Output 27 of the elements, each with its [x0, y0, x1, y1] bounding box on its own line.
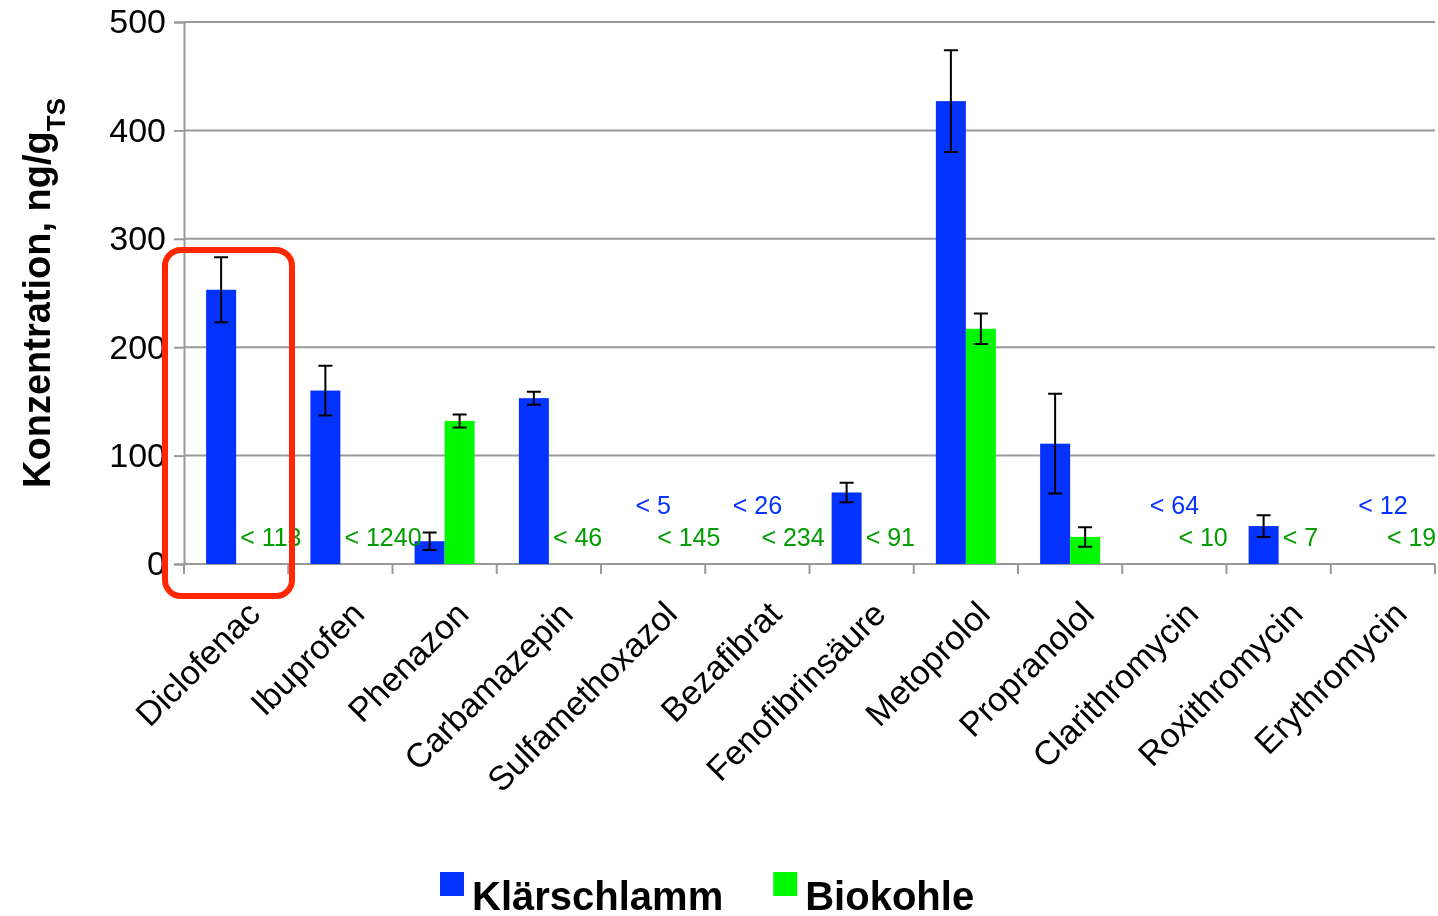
- text: < 145: [657, 523, 721, 551]
- legend-label: Biokohle: [805, 874, 975, 916]
- legend-label: Klärschlamm: [472, 874, 724, 916]
- bar: [1248, 526, 1279, 564]
- text: < 10: [1178, 523, 1228, 551]
- text: < 1240: [344, 523, 422, 551]
- text: < 12: [1358, 491, 1408, 519]
- y-tick-label: 400: [109, 110, 166, 149]
- text: < 91: [865, 523, 915, 551]
- bar: [965, 328, 996, 564]
- bar: [1070, 536, 1101, 564]
- text: < 46: [552, 523, 603, 551]
- bar: [1040, 443, 1071, 564]
- bar: [831, 492, 862, 564]
- y-tick-label: 300: [109, 219, 166, 258]
- text: < 26: [732, 491, 783, 519]
- text: < 64: [1149, 491, 1200, 519]
- bar: [444, 420, 475, 564]
- text: < 19: [1386, 523, 1437, 551]
- y-tick-label: 500: [109, 2, 166, 41]
- text: < 5: [635, 491, 671, 519]
- bar: [935, 101, 966, 564]
- bar: [518, 398, 549, 564]
- bar: [206, 289, 237, 564]
- bar: [310, 390, 341, 564]
- text: < 234: [761, 523, 825, 551]
- text: < 7: [1282, 523, 1319, 551]
